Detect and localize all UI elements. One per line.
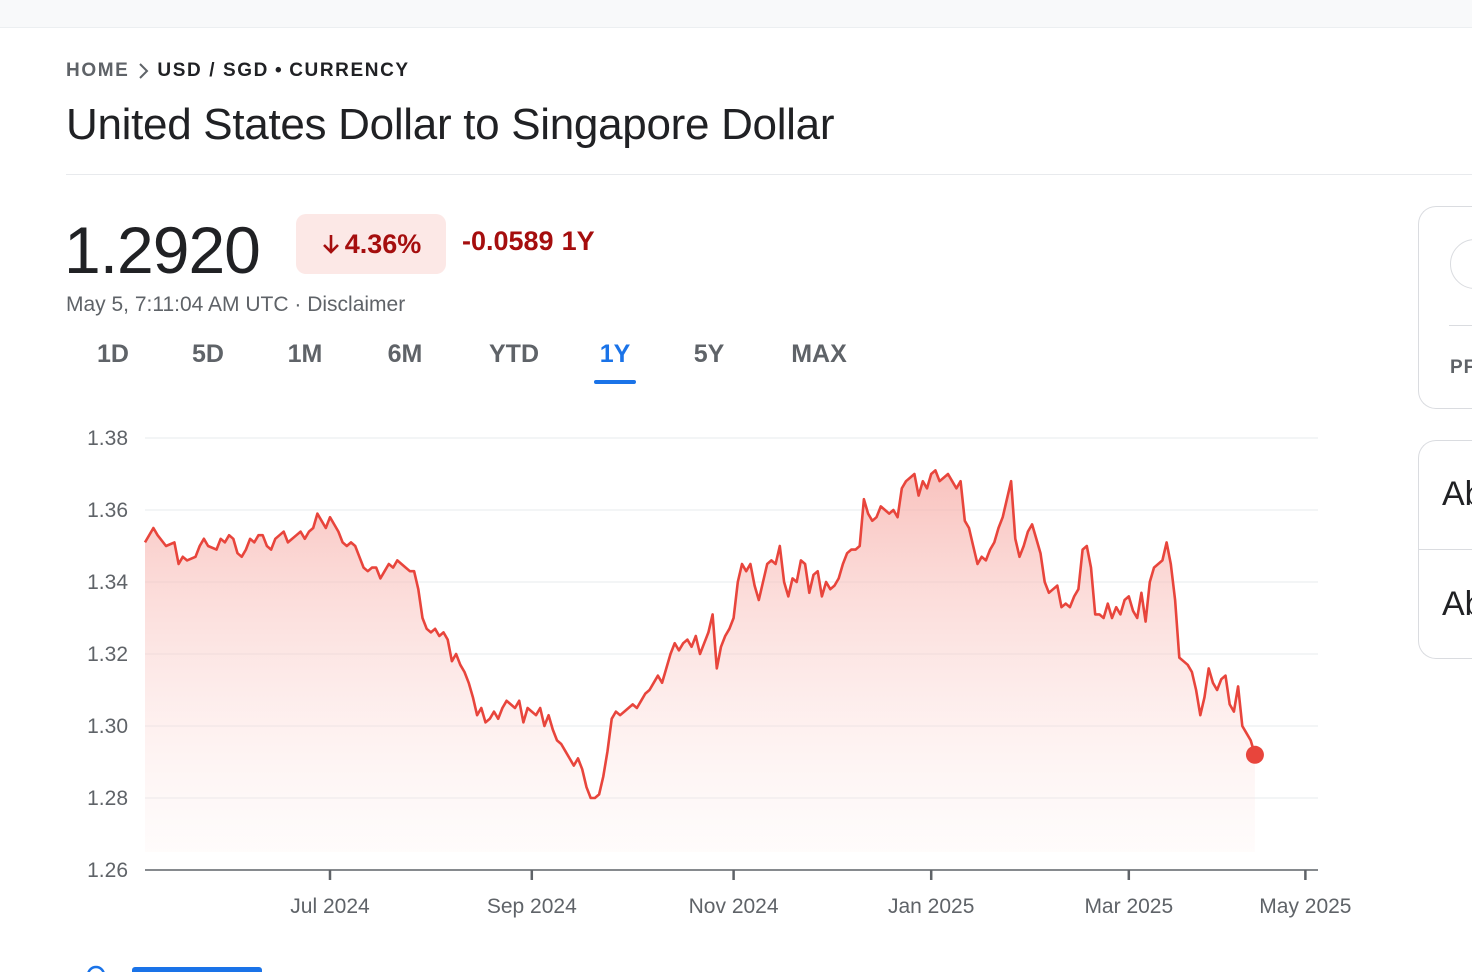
chevron-right-icon [129,62,157,80]
side-card-about: Ab Ab [1418,440,1472,659]
header-divider [66,174,1472,175]
y-tick-label: 1.36 [87,499,128,522]
price-chart[interactable]: 1.38 1.36 1.34 1.32 1.30 1.28 1.26 Jul 2024 Sep… [60,410,1370,940]
y-tick-label: 1.38 [87,427,128,450]
side-card-item-1[interactable]: Ab [1442,475,1472,513]
change-period: 1Y [561,226,595,256]
side-card-top: PF [1418,206,1472,409]
tab-1y[interactable]: 1Y [594,340,636,386]
chart-price-line [143,469,1257,800]
browser-top-strip [0,0,1472,28]
tab-5d[interactable]: 5D [192,340,224,368]
y-tick-label: 1.32 [87,643,128,666]
change-percent-value: 4.36% [344,228,422,259]
tab-6m[interactable]: 6M [387,340,423,368]
x-tick-label: Sep 2024 [487,895,577,918]
change-percent-badge: 4.36% [296,214,446,274]
side-card-label: PF [1450,357,1472,378]
y-tick-label: 1.30 [87,715,128,738]
x-tick-label: Jan 2025 [888,895,974,918]
tab-ytd[interactable]: YTD [489,340,539,368]
side-card-divider [1449,325,1472,326]
breadcrumb-type: CURRENCY [289,60,410,81]
page-title: United States Dollar to Singapore Dollar [66,100,835,149]
arrow-down-icon [322,235,339,254]
tab-max[interactable]: MAX [791,340,847,368]
side-card-separator [1419,549,1472,550]
current-price: 1.2920 [64,213,261,287]
timestamp-separator: · [288,293,308,316]
breadcrumb-home-link[interactable]: HOME [66,60,130,81]
breadcrumb: HOME USD / SGD • CURRENCY [66,60,410,82]
breadcrumb-pair: USD / SGD [157,60,269,81]
tab-5y[interactable]: 5Y [693,340,725,368]
change-absolute: -0.0589 1Y [462,226,595,257]
tab-1m[interactable]: 1M [287,340,323,368]
y-tick-label: 1.28 [87,787,128,810]
change-absolute-value: -0.0589 [462,226,554,256]
x-tick-label: Nov 2024 [689,895,779,918]
x-tick-label: Jul 2024 [290,895,370,918]
y-tick-label: 1.34 [87,571,128,594]
disclaimer-link[interactable]: Disclaimer [307,293,406,316]
x-tick-label: May 2025 [1259,895,1351,918]
current-value-dot[interactable] [1245,745,1264,764]
tab-1d[interactable]: 1D [97,340,129,368]
quote-timestamp: May 5, 7:11:04 AM UTC [66,293,289,316]
side-card-item-2[interactable]: Ab [1442,585,1472,623]
side-card-circle-button[interactable] [1450,239,1472,289]
breadcrumb-dot: • [274,60,284,81]
y-tick-label: 1.26 [87,859,128,882]
quote-timestamp-row: May 5, 7:11:04 AM UTC · Disclaimer [66,293,405,317]
chart-area-fill [145,470,1255,852]
x-tick-label: Mar 2025 [1084,895,1173,918]
compare-link-peek[interactable] [80,960,280,972]
